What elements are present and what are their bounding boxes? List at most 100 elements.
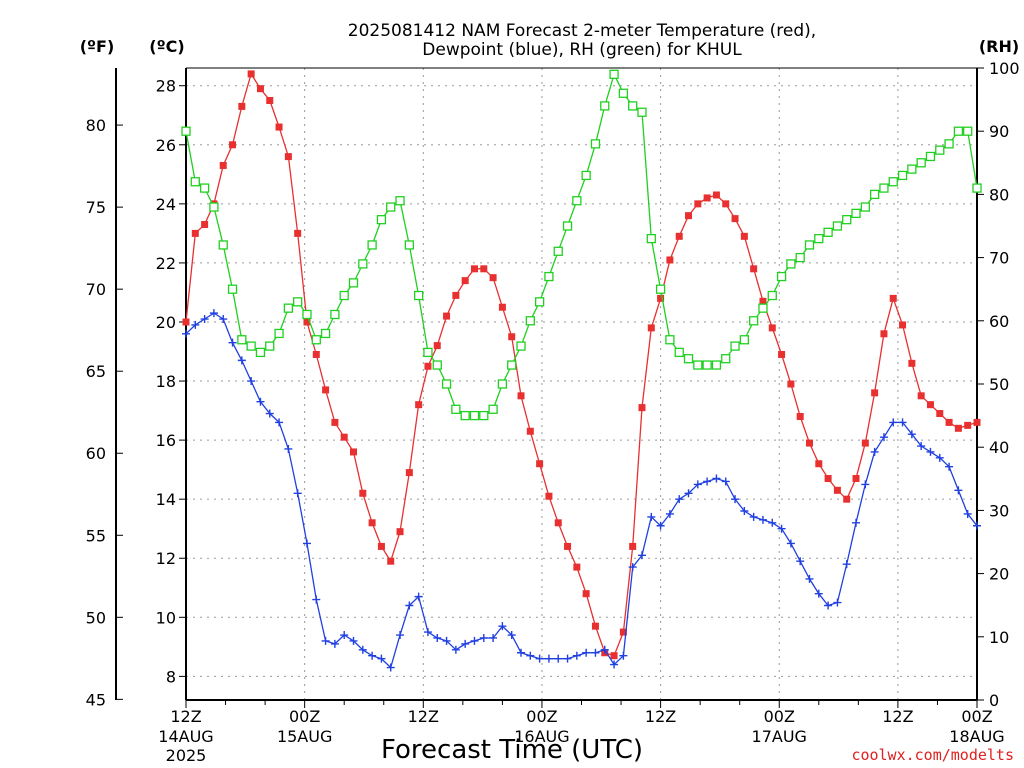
dewpoint-point <box>731 495 740 504</box>
dewpoint-point <box>349 636 358 645</box>
dewpoint-point <box>917 442 926 451</box>
temperature-point <box>731 215 739 223</box>
x-tick-label: 12Z <box>645 707 676 726</box>
dewpoint-point <box>963 509 972 518</box>
temperature-point <box>331 418 339 426</box>
temperature-point <box>536 460 544 468</box>
temperature-point <box>312 350 320 358</box>
rh-point <box>888 177 898 187</box>
temperature-point <box>266 96 274 104</box>
rh-point <box>749 316 759 326</box>
temperature-point <box>256 85 264 93</box>
rh-point <box>227 284 238 294</box>
temperature-point <box>833 486 841 494</box>
dewpoint-point <box>684 489 693 498</box>
x-tick-date: 17AUG <box>752 727 807 746</box>
rh-point <box>283 303 294 313</box>
temperature-point <box>498 303 506 311</box>
dewpoint-point <box>945 462 954 471</box>
rh-point <box>413 290 424 301</box>
dewpoint-point <box>563 654 572 663</box>
dewpoint-point <box>368 651 377 660</box>
temperature-point <box>591 622 599 630</box>
dewpoint-point <box>675 495 684 504</box>
dewpoint-point <box>200 315 209 324</box>
temperature-line <box>185 72 978 657</box>
dewpoint-point <box>433 633 442 642</box>
x-tick-label: 00Z <box>289 707 320 726</box>
rh-tick-label: 40 <box>989 438 1009 457</box>
rh-point <box>935 145 945 155</box>
dewpoint-point <box>805 574 814 583</box>
temperature-point <box>433 342 441 350</box>
rh-point <box>693 360 703 370</box>
temperature-series <box>182 70 981 660</box>
rh-point <box>320 328 331 339</box>
fahrenheit-tick-label: 50 <box>86 608 106 627</box>
temperature-point <box>703 194 711 202</box>
rh-tick-label: 100 <box>989 59 1020 78</box>
dewpoint-point <box>879 433 888 442</box>
rh-point <box>348 278 359 288</box>
dewpoint-point <box>507 631 516 640</box>
temperature-point <box>945 418 953 426</box>
rh-point <box>311 335 321 345</box>
rh-point <box>525 316 535 326</box>
temperature-point <box>424 362 432 370</box>
temperature-point <box>666 256 674 264</box>
fahrenheit-tick-label: 70 <box>86 280 106 299</box>
rh-point <box>553 246 563 256</box>
rh-point <box>953 126 964 136</box>
temperature-point <box>675 232 683 240</box>
temperature-point <box>610 652 618 660</box>
x-tick-year: 2025 <box>166 746 207 765</box>
dewpoint-point <box>833 598 842 607</box>
x-tick-label: 12Z <box>408 707 439 726</box>
rh-point <box>562 221 573 231</box>
dewpoint-point <box>293 489 302 498</box>
rh-point <box>302 309 312 320</box>
temperature-point <box>405 469 413 477</box>
rh-point <box>628 101 638 111</box>
temperature-point <box>647 324 655 332</box>
dewpoint-point <box>340 631 349 640</box>
temperature-point <box>322 386 330 394</box>
rh-point <box>488 404 498 414</box>
dewpoint-point <box>768 518 777 527</box>
x-tick-label: 00Z <box>526 707 557 726</box>
rh-point <box>544 271 554 282</box>
axes <box>115 67 984 708</box>
temperature-point <box>787 380 795 388</box>
series-layer <box>181 69 982 672</box>
dewpoint-point <box>489 633 498 642</box>
dewpoint-point <box>786 539 795 548</box>
temperature-point <box>973 418 981 426</box>
dewpoint-point <box>740 506 749 515</box>
rh-tick-label: 0 <box>989 691 999 710</box>
dewpoint-point <box>498 622 507 631</box>
temperature-point <box>759 297 767 305</box>
temperature-point <box>480 265 488 273</box>
temperature-point <box>387 557 395 565</box>
temperature-point <box>964 421 972 429</box>
rh-point <box>376 215 387 225</box>
dewpoint-point <box>796 557 805 566</box>
rh-point <box>367 240 377 250</box>
rh-point <box>441 379 452 389</box>
rh-point <box>618 88 629 98</box>
rh-tick-label: 90 <box>989 122 1009 141</box>
temperature-point <box>573 563 581 571</box>
dewpoint-point <box>442 636 451 645</box>
dewpoint-point <box>907 430 916 439</box>
temperature-point <box>545 492 553 500</box>
dewpoint-point <box>554 654 563 663</box>
rh-point <box>274 328 284 339</box>
dewpoint-point <box>479 633 488 642</box>
rh-point <box>534 297 545 307</box>
chart-title-line1: 2025081412 NAM Forecast 2-meter Temperat… <box>348 21 816 41</box>
dewpoint-point <box>777 524 786 533</box>
celsius-tick-label: 26 <box>156 136 176 155</box>
dewpoint-point <box>470 636 479 645</box>
dewpoint-point <box>889 418 898 427</box>
rh-point <box>451 404 461 414</box>
